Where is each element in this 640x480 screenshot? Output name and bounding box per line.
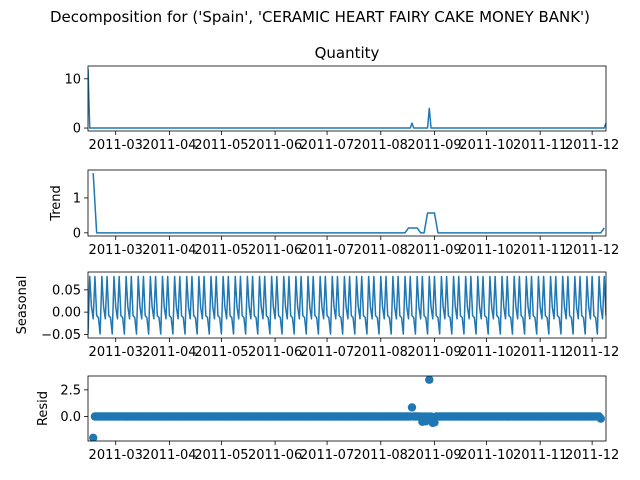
- y-tick-label: 0.0: [60, 410, 81, 425]
- y-axis-label: Seasonal: [15, 276, 30, 335]
- x-tick-label: 2011-04: [142, 345, 196, 360]
- x-tick-label: 2011-09: [407, 448, 461, 463]
- x-tick-label: 2011-06: [248, 345, 302, 360]
- y-tick-label: 1: [73, 191, 81, 206]
- x-tick-label: 2011-08: [354, 448, 408, 463]
- figure-suptitle: Decomposition for ('Spain', 'CERAMIC HEA…: [50, 8, 590, 26]
- plot-area: [88, 275, 606, 335]
- x-tick-label: 2011-05: [194, 243, 248, 258]
- x-tick-label: 2011-10: [459, 243, 513, 258]
- x-tick-label: 2011-11: [513, 243, 567, 258]
- resid-point: [425, 376, 434, 384]
- axis-frame: [87, 271, 607, 339]
- axis-frame: [87, 65, 607, 132]
- x-tick-label: 2011-03: [89, 138, 143, 153]
- x-tick-label: 2011-11: [513, 138, 567, 153]
- axis-frame: [87, 375, 607, 442]
- x-tick-label: 2011-03: [89, 243, 143, 258]
- x-tick-label: 2011-04: [142, 448, 196, 463]
- y-axis-label: Trend: [49, 185, 64, 222]
- x-tick-label: 2011-10: [459, 138, 513, 153]
- axis-frame: [87, 169, 607, 237]
- x-tick-label: 2011-04: [142, 138, 196, 153]
- x-tick-label: 2011-05: [194, 138, 248, 153]
- plot-area: [92, 173, 605, 234]
- y-tick-label: 10: [64, 72, 81, 87]
- x-tick-label: 2011-11: [513, 448, 567, 463]
- x-tick-label: 2011-12: [565, 243, 619, 258]
- panel-title: Quantity: [315, 44, 380, 62]
- series-line: [88, 275, 606, 335]
- resid-point: [407, 403, 417, 412]
- x-tick-label: 2011-04: [142, 243, 196, 258]
- x-tick-label: 2011-09: [407, 138, 461, 153]
- y-tick-label: −0.05: [41, 328, 81, 343]
- x-tick-label: 2011-08: [354, 243, 408, 258]
- x-tick-label: 2011-12: [565, 345, 619, 360]
- x-tick-label: 2011-12: [565, 448, 619, 463]
- series-line: [88, 68, 606, 129]
- x-tick-label: 2011-08: [354, 345, 408, 360]
- series-line: [92, 173, 605, 234]
- y-axis-label: Resid: [36, 391, 51, 426]
- x-tick-label: 2011-06: [248, 448, 302, 463]
- resid-point: [596, 414, 605, 423]
- x-tick-label: 2011-06: [248, 138, 302, 153]
- x-tick-label: 2011-07: [300, 448, 354, 463]
- y-tick-label: 2.5: [60, 383, 81, 398]
- x-tick-label: 2011-07: [300, 138, 354, 153]
- x-tick-label: 2011-07: [300, 243, 354, 258]
- x-tick-label: 2011-03: [89, 448, 143, 463]
- x-tick-label: 2011-12: [565, 138, 619, 153]
- x-tick-label: 2011-05: [194, 345, 248, 360]
- y-tick-label: 0.05: [52, 283, 81, 298]
- x-tick-label: 2011-05: [194, 448, 248, 463]
- x-tick-label: 2011-06: [248, 243, 302, 258]
- resid-point: [89, 433, 98, 441]
- y-tick-label: 0.00: [52, 306, 81, 321]
- plot-area: [89, 376, 605, 441]
- plot-area: [88, 68, 606, 129]
- x-tick-label: 2011-10: [459, 345, 513, 360]
- y-tick-label: 0: [73, 226, 81, 241]
- x-tick-label: 2011-11: [513, 345, 567, 360]
- x-tick-label: 2011-03: [89, 345, 143, 360]
- x-tick-label: 2011-10: [459, 448, 513, 463]
- x-tick-label: 2011-08: [354, 138, 408, 153]
- y-tick-label: 0: [73, 122, 81, 137]
- x-tick-label: 2011-09: [407, 243, 461, 258]
- x-tick-label: 2011-07: [300, 345, 354, 360]
- x-tick-label: 2011-09: [407, 345, 461, 360]
